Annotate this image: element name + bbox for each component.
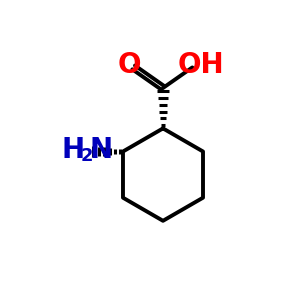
Text: OH: OH <box>178 51 224 79</box>
Text: N: N <box>89 136 112 164</box>
Text: O: O <box>118 51 141 79</box>
Text: 2: 2 <box>81 147 93 165</box>
Text: H: H <box>62 136 85 164</box>
